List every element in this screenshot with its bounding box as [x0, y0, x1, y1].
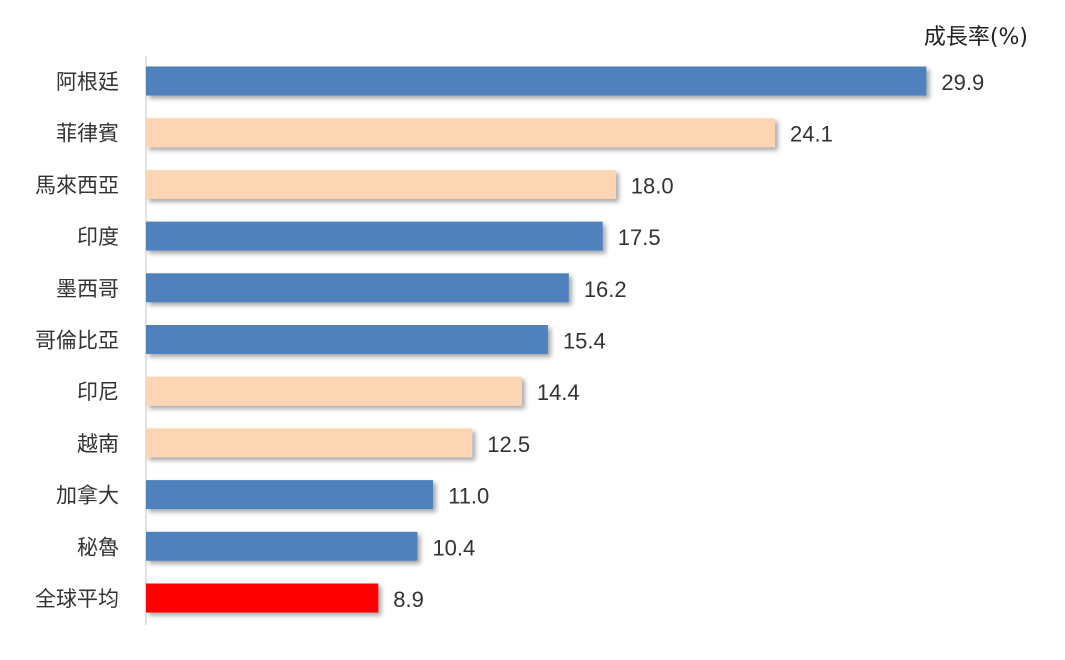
bar-4	[146, 273, 569, 303]
unit-label: 成長率(%)	[924, 25, 1028, 50]
bar-0	[146, 66, 927, 96]
category-label-8: 加拿大	[56, 484, 119, 508]
value-labels: 29.9 24.1 18.0 17.5 16.2 15.4 14.4 12.5 11.0 10.4…	[393, 70, 984, 612]
value-label-3: 17.5	[618, 225, 661, 250]
bar-9	[146, 531, 418, 561]
value-label-1: 24.1	[790, 122, 833, 147]
category-label-6: 印尼	[77, 380, 119, 404]
category-label-4: 墨西哥	[56, 277, 119, 301]
value-label-10: 8.9	[393, 587, 424, 612]
value-label-2: 18.0	[631, 173, 674, 198]
value-label-8: 11.0	[448, 484, 489, 509]
bar-2	[146, 169, 616, 199]
category-label-0: 阿根廷	[56, 70, 119, 94]
value-label-5: 15.4	[563, 329, 606, 354]
bar-3	[146, 221, 603, 251]
bars-group	[146, 66, 927, 613]
value-label-0: 29.9	[941, 70, 984, 95]
category-label-7: 越南	[77, 432, 119, 456]
category-label-9: 秘魯	[77, 535, 119, 559]
category-label-2: 馬來西亞	[35, 173, 119, 197]
value-label-6: 14.4	[537, 380, 580, 405]
bar-8	[146, 480, 434, 510]
bar-10	[146, 583, 379, 613]
bar-5	[146, 325, 548, 354]
bar-6	[146, 376, 522, 406]
category-label-1: 菲律賓	[56, 122, 119, 146]
value-label-4: 16.2	[584, 277, 627, 302]
value-label-7: 12.5	[487, 432, 530, 457]
bar-7	[146, 428, 473, 458]
category-label-3: 印度	[77, 225, 119, 249]
value-label-9: 10.4	[432, 535, 475, 560]
bar-1	[146, 118, 776, 148]
category-label-10: 全球平均	[35, 587, 119, 611]
category-label-5: 哥倫比亞	[35, 329, 119, 353]
